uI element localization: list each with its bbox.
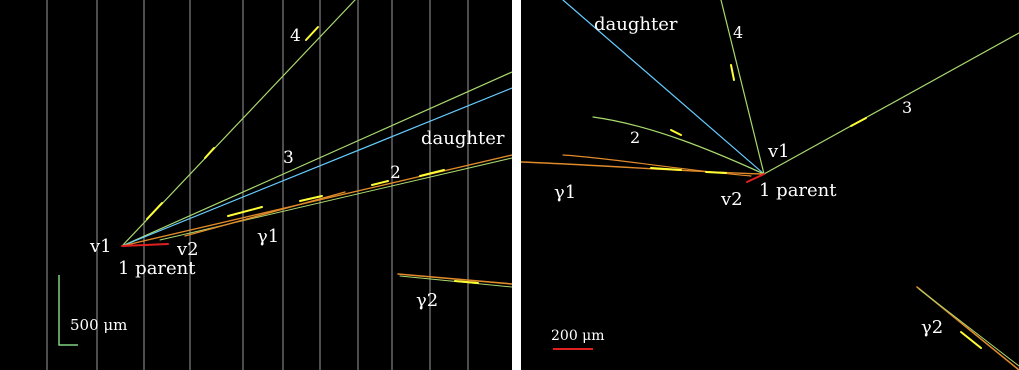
right-event-display: daughter 4 3 2 v1 v2 γ1 1 parent γ2 200 … — [521, 0, 1019, 370]
label-gamma-2: γ2 — [416, 290, 438, 311]
label-track-3: 3 — [902, 98, 912, 117]
label-track-4: 4 — [290, 26, 301, 46]
label-daughter: daughter — [421, 128, 505, 149]
track-gamma-1 — [184, 191, 346, 237]
label-vertex-2: v2 — [720, 189, 743, 210]
highlight-segment — [850, 117, 867, 127]
right-panel: daughter 4 3 2 v1 v2 γ1 1 parent γ2 200 … — [521, 0, 1019, 370]
track-gamma-2-b — [918, 288, 1019, 367]
track-2 — [592, 116, 765, 175]
highlight-segment — [960, 331, 982, 349]
track-gamma-1 — [521, 161, 765, 175]
track-gamma-2 — [397, 273, 512, 285]
highlight-segment — [371, 180, 389, 186]
highlight-segment — [730, 64, 735, 81]
track-3 — [763, 32, 1019, 175]
label-track-2: 2 — [630, 128, 640, 147]
highlight-segment — [227, 206, 263, 217]
label-vertex-2: v2 — [176, 239, 199, 260]
label-gamma-1: γ1 — [554, 182, 576, 203]
left-panel: 4 3 2 daughter v1 v2 γ1 1 parent γ2 500 … — [0, 0, 512, 370]
highlight-segment — [454, 280, 479, 284]
right-scale-bar: 200 μm — [551, 328, 605, 350]
label-gamma-2: γ2 — [921, 317, 943, 338]
highlight-segment — [146, 202, 163, 220]
label-parent: 1 parent — [118, 258, 196, 279]
scale-bar-label: 500 μm — [70, 316, 127, 334]
scale-bar-line — [58, 275, 78, 346]
left-grid-lines — [46, 0, 469, 370]
highlight-segment — [299, 195, 323, 202]
left-highlights — [146, 26, 479, 284]
highlight-segment — [650, 167, 682, 171]
track-parent — [121, 243, 169, 247]
highlight-segment — [305, 26, 319, 41]
label-daughter: daughter — [594, 14, 678, 35]
track-parent — [746, 173, 765, 183]
highlight-segment — [670, 129, 682, 136]
label-vertex-1: v1 — [767, 141, 790, 162]
label-track-3: 3 — [283, 148, 294, 168]
left-event-display: 4 3 2 daughter v1 v2 γ1 1 parent γ2 500 … — [46, 0, 512, 370]
scale-bar-label: 200 μm — [551, 328, 605, 344]
label-gamma-1: γ1 — [257, 226, 279, 247]
track-daughter — [562, 0, 765, 175]
label-track-4: 4 — [733, 23, 743, 42]
label-vertex-1: v1 — [89, 236, 112, 257]
label-parent: 1 parent — [759, 180, 837, 201]
track-3 — [121, 71, 512, 247]
track-daughter — [121, 87, 512, 247]
label-track-2: 2 — [390, 163, 401, 183]
highlight-segment — [419, 169, 445, 177]
track-2 — [121, 154, 512, 247]
highlight-segment — [204, 147, 215, 159]
right-highlights — [650, 64, 982, 349]
right-tracks — [521, 0, 1019, 370]
highlight-segment — [705, 171, 727, 174]
left-scale-bar: 500 μm — [58, 275, 127, 346]
track-4 — [720, 0, 765, 175]
